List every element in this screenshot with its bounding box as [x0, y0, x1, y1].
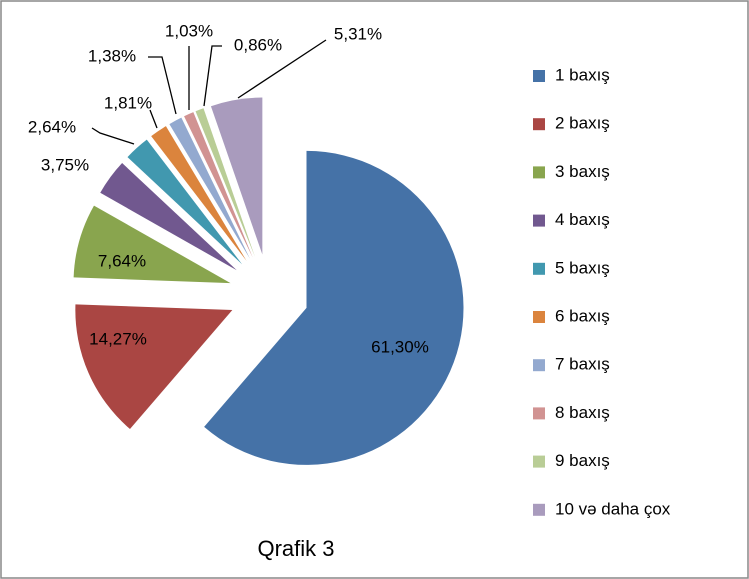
data-label: 1,81%	[104, 93, 152, 112]
legend-swatch	[533, 262, 545, 275]
leader-line	[149, 109, 158, 129]
legend-swatch	[533, 118, 545, 131]
data-label: 1,38%	[88, 46, 136, 65]
data-label: 14,27%	[89, 329, 147, 348]
pie-slice	[184, 112, 253, 258]
leader-line	[148, 56, 177, 115]
legend-label: 3 baxış	[555, 162, 610, 181]
data-label: 7,64%	[98, 251, 146, 270]
pie-slice	[204, 150, 464, 465]
legend-swatch	[533, 166, 545, 179]
legend-label: 9 baxış	[555, 451, 610, 470]
data-label: 5,31%	[334, 24, 382, 43]
legend-swatch	[533, 214, 545, 227]
legend-swatch	[533, 311, 545, 323]
legend-swatch	[533, 503, 545, 516]
pie-slice	[151, 126, 247, 261]
chart-title: Qrafik 3	[257, 536, 334, 561]
legend-swatch	[533, 70, 545, 82]
pie-slice	[210, 97, 263, 255]
pie-slice	[127, 139, 243, 265]
data-label: 0,86%	[234, 35, 282, 54]
pie-slice	[73, 205, 231, 284]
pie-slice	[100, 163, 237, 271]
leader-line	[237, 39, 327, 99]
data-label: 61,30%	[371, 337, 429, 356]
legend-label: 5 baxış	[555, 258, 610, 277]
pie-slice	[75, 304, 233, 430]
legend-label: 7 baxış	[555, 355, 610, 374]
pie-slice	[169, 117, 250, 259]
legend-label: 6 baxış	[555, 306, 610, 325]
legend-label: 2 baxış	[555, 114, 610, 133]
legend-swatch	[533, 359, 545, 372]
legend-label: 8 baxış	[555, 403, 610, 422]
legend-swatch	[533, 407, 545, 420]
legend-label: 1 baxış	[555, 65, 610, 84]
legend-swatch	[533, 455, 545, 468]
data-label: 3,75%	[41, 155, 89, 174]
data-label: 2,64%	[28, 117, 76, 136]
legend-label: 10 və daha çox	[555, 499, 671, 518]
data-label: 1,03%	[165, 21, 213, 40]
leader-line	[91, 127, 135, 145]
legend-label: 4 baxış	[555, 210, 610, 229]
pie-slice	[195, 108, 255, 257]
leader-line	[203, 45, 222, 107]
